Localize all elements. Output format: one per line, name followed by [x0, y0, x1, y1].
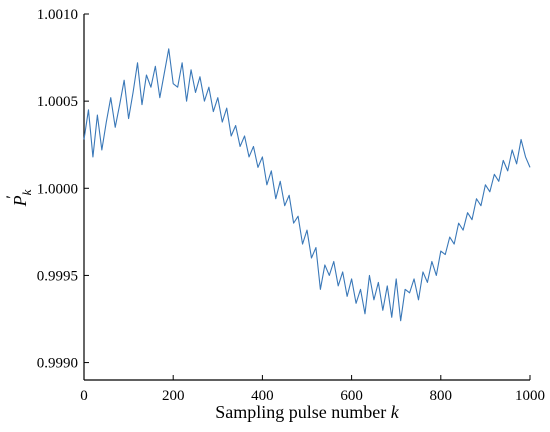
plot-frame [83, 14, 530, 381]
y-tick-label: 1.0005 [37, 94, 78, 110]
x-tick-label: 600 [340, 388, 363, 404]
series-line [83, 48, 531, 322]
x-tick-label: 800 [430, 388, 453, 404]
x-tick-label: 200 [162, 388, 185, 404]
y-tick-label: 0.9990 [37, 356, 78, 372]
x-tick-label: 1000 [515, 388, 545, 404]
y-axis-title-sub: k [19, 189, 34, 195]
y-ticks: 0.9990 0.9995 1.0000 1.0005 1.0010 [37, 7, 89, 372]
x-axis-title: Sampling pulse number k [215, 402, 399, 422]
y-axis-title-prime: ′ [4, 195, 21, 199]
y-tick-label: 0.9995 [37, 268, 78, 284]
y-tick-label: 1.0000 [37, 181, 78, 197]
x-tick-label: 0 [80, 388, 88, 404]
x-axis-title-text: Sampling pulse number [215, 402, 386, 422]
x-axis-title-var: k [391, 402, 400, 422]
x-tick-label: 400 [251, 388, 274, 404]
y-axis-title: Pk′ [4, 189, 34, 207]
svg-text:Pk′: Pk′ [4, 189, 34, 207]
y-tick-label: 1.0010 [37, 7, 78, 23]
x-ticks: 0 200 400 600 800 1000 [80, 375, 545, 404]
y-axis-title-main: P [10, 195, 30, 207]
